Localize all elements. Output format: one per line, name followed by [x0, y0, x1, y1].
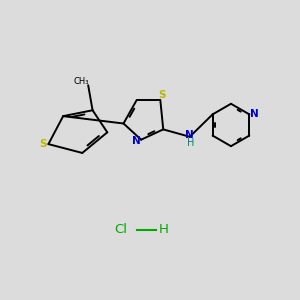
- Text: CH₃: CH₃: [73, 77, 88, 86]
- Text: S: S: [159, 90, 166, 100]
- Text: N: N: [250, 109, 259, 119]
- Text: Cl: Cl: [114, 223, 127, 236]
- Text: N: N: [132, 136, 140, 146]
- Text: N: N: [185, 130, 194, 140]
- Text: H: H: [187, 138, 194, 148]
- Text: H: H: [158, 223, 168, 236]
- Text: S: S: [39, 139, 46, 149]
